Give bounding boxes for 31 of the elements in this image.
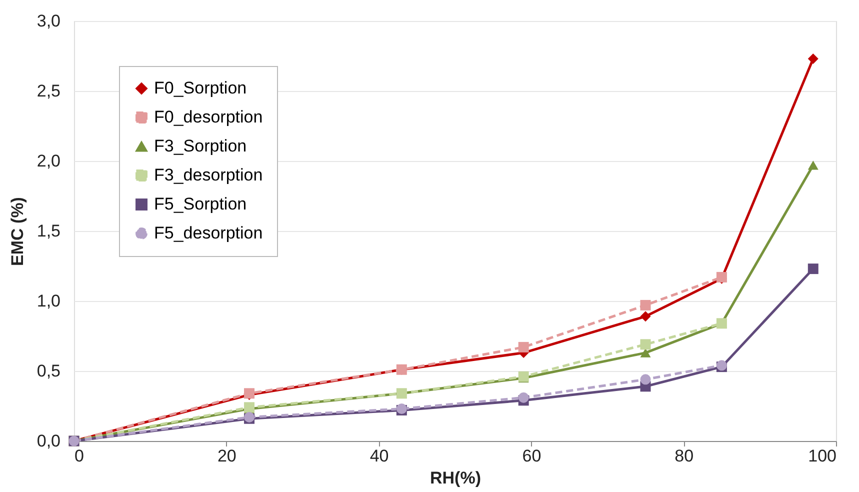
x-axis-title: RH(%) <box>430 468 481 488</box>
y-axis-title: EMC (%) <box>8 197 27 266</box>
point <box>640 374 651 385</box>
y-tick-label: 1,5 <box>36 222 60 240</box>
legend-label: F0_Sorption <box>154 78 247 98</box>
legend-label: F3_Sorption <box>154 136 247 156</box>
x-tick-label: 0 <box>74 446 84 466</box>
point <box>808 264 818 274</box>
point <box>518 392 529 403</box>
y-tick-label: 2,5 <box>36 82 60 100</box>
legend-label: F5_Sorption <box>154 194 247 214</box>
legend-label: F5_desorption <box>154 224 263 242</box>
x-tick-label: 100 <box>808 446 836 466</box>
point <box>640 311 651 322</box>
x-tick-label: 60 <box>522 446 542 466</box>
y-tick-label: 0,5 <box>36 362 60 380</box>
legend-label: F3_desorption <box>154 166 263 184</box>
x-tick-label: 80 <box>674 446 694 466</box>
y-tick-label: 1,0 <box>36 292 60 310</box>
y-tick-label: 3,0 <box>36 12 60 30</box>
point <box>808 160 818 170</box>
point <box>640 300 651 310</box>
x-tick-label: 20 <box>217 446 236 466</box>
point <box>808 54 818 64</box>
point <box>518 342 529 352</box>
x-tick-label: 40 <box>370 446 389 466</box>
point <box>640 348 651 358</box>
point <box>640 339 651 350</box>
legend-label: F0_desorption <box>154 108 263 126</box>
y-tick-label: 2,0 <box>36 152 60 170</box>
y-tick-label: 0,0 <box>36 432 60 450</box>
